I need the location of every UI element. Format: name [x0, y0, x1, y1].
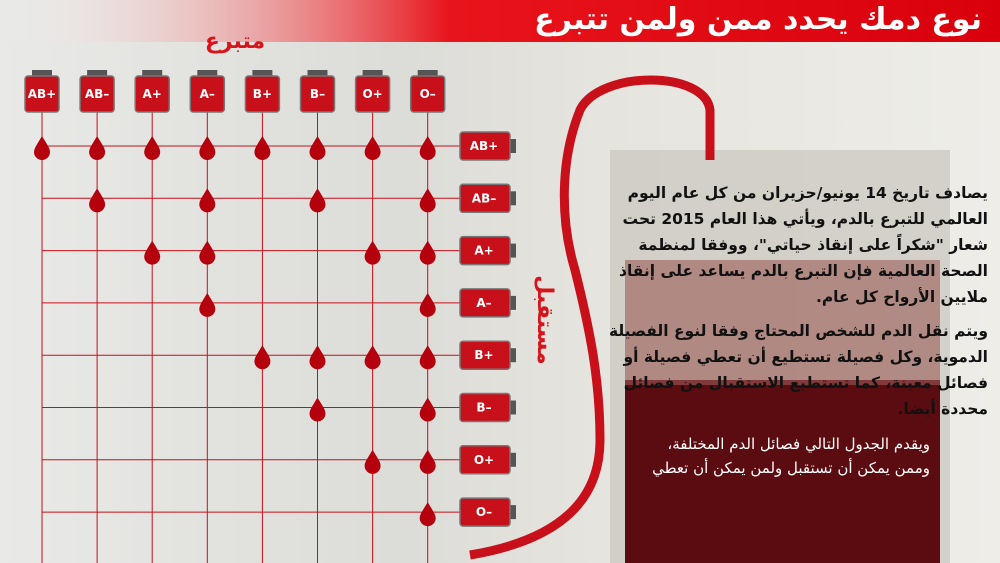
- blood-drop: [419, 449, 436, 474]
- bag-label: O+: [362, 87, 382, 101]
- recipient-label: مستقبل: [532, 275, 557, 364]
- bag-cap: [197, 70, 218, 76]
- bag-cap: [510, 139, 516, 153]
- blood-drop: [89, 136, 106, 160]
- bag-label: O–: [476, 505, 492, 519]
- bag-label: A–: [476, 296, 491, 310]
- blood-drop: [254, 345, 271, 370]
- bag-label: A+: [474, 244, 493, 258]
- bag-cap: [510, 243, 516, 258]
- title-banner: [0, 0, 1000, 42]
- bag-cap: [142, 70, 163, 76]
- blood-drop: [419, 188, 436, 213]
- bag: [79, 75, 115, 113]
- bag-label: AB–: [85, 87, 109, 101]
- blood-drop: [419, 502, 436, 527]
- blood-drop: [199, 188, 216, 213]
- bag-label: AB+: [470, 139, 499, 153]
- bag: [409, 75, 446, 113]
- blood-drop: [309, 345, 326, 370]
- blood-drop: [364, 240, 381, 265]
- blood-bag-upper: [625, 260, 940, 385]
- blood-drop: [419, 397, 436, 422]
- blood-drop: [364, 345, 381, 370]
- bag-label: B+: [474, 348, 493, 362]
- blood-drop: [419, 240, 436, 265]
- paragraph: يصادف تاريخ 14 يونيو/حزيران من كل عام ال…: [619, 184, 988, 306]
- blood-drop: [199, 136, 216, 160]
- bag: [354, 75, 391, 113]
- blood-drop: [34, 136, 50, 160]
- bag-label: AB–: [472, 191, 496, 205]
- blood-drop: [419, 345, 436, 370]
- bag-label: AB+: [28, 87, 57, 101]
- blood-drop: [364, 136, 381, 160]
- bag-label: B–: [476, 401, 491, 415]
- blood-drop: [144, 240, 161, 265]
- bag-cap: [87, 70, 108, 76]
- bag-cap: [32, 70, 52, 76]
- bag-cap: [510, 295, 516, 310]
- bag-label: O–: [420, 87, 436, 101]
- bag-cap: [510, 452, 516, 467]
- bag: [459, 497, 511, 527]
- blood-drop: [309, 136, 326, 160]
- donor-label: متبرع: [205, 29, 265, 54]
- blood-drop: [199, 292, 216, 317]
- blood-bag: [625, 380, 940, 563]
- bag-cap: [252, 70, 273, 76]
- blood-drop: [199, 240, 216, 265]
- bag-cap: [307, 70, 328, 76]
- blood-drop: [364, 449, 381, 474]
- blood-drop: [89, 188, 106, 213]
- blood-drop: [309, 397, 326, 422]
- paragraph: ويتم نقل الدم للشخص المحتاج وفقا لنوع ال…: [608, 322, 988, 418]
- paragraph: ويقدم الجدول التالي فصائل الدم المختلفة،…: [652, 435, 930, 477]
- bag-label: O+: [474, 453, 494, 467]
- bag: [24, 75, 60, 113]
- bag-label: A–: [200, 87, 215, 101]
- bag: [459, 445, 511, 475]
- title: نوع دمك يحدد ممن ولمن تتبرع: [534, 2, 982, 37]
- bag: [189, 75, 226, 113]
- bag: [459, 340, 511, 370]
- bag: [459, 235, 511, 266]
- bag: [134, 75, 170, 113]
- bag: [459, 131, 511, 161]
- bag: [244, 75, 281, 113]
- bag-label: B–: [310, 87, 325, 101]
- bag-cap: [362, 70, 383, 76]
- bag-cap: [417, 70, 438, 76]
- blood-drop: [309, 188, 326, 213]
- blood-drop: [144, 136, 161, 160]
- bag: [459, 288, 511, 318]
- bag: [459, 392, 511, 423]
- bag: [459, 183, 511, 214]
- blood-drop: [419, 292, 436, 317]
- bag-cap: [510, 505, 516, 520]
- bag-label: B+: [253, 87, 272, 101]
- bag-cap: [510, 191, 516, 206]
- bag: [299, 75, 336, 113]
- bag-cap: [510, 348, 516, 363]
- blood-drop: [419, 136, 436, 160]
- bag-label: A+: [143, 87, 162, 101]
- blood-drop: [254, 136, 271, 160]
- tube: [469, 75, 715, 560]
- bag-cap: [510, 400, 516, 415]
